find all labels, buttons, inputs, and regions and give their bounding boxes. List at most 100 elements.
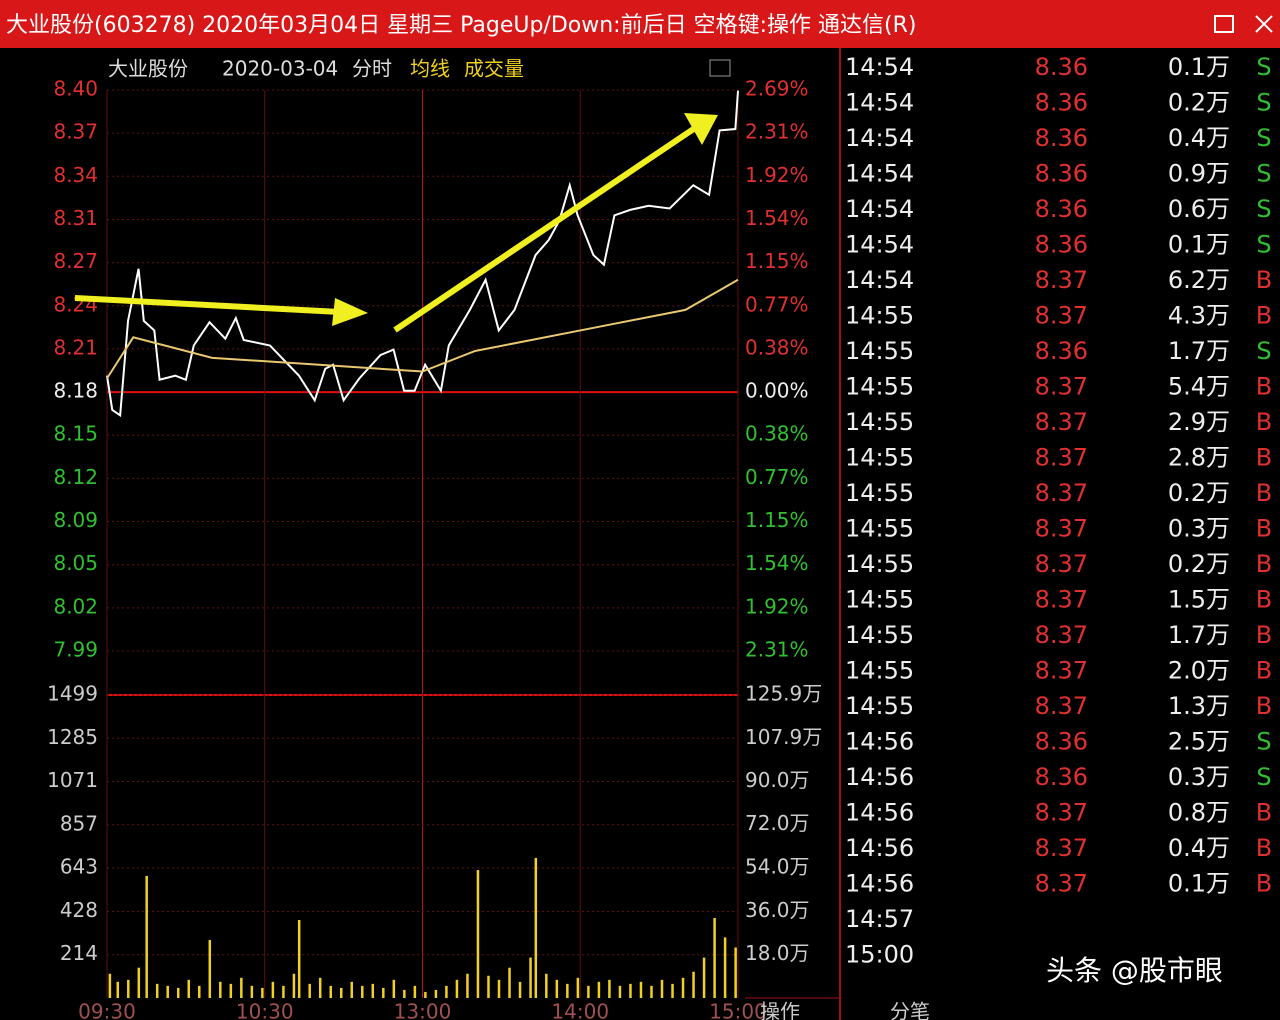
volume-bar bbox=[566, 983, 569, 998]
maximize-button[interactable] bbox=[1214, 15, 1234, 33]
volume-bar bbox=[137, 967, 141, 998]
window-title: 大业股份(603278) 2020年03月04日 星期三 PageUp/Down… bbox=[6, 13, 916, 38]
volume-bar bbox=[529, 957, 532, 998]
trade-time: 14:55 bbox=[845, 444, 914, 472]
volume-tick-label: 214 bbox=[60, 941, 98, 965]
trade-volume: 1.3万 bbox=[1168, 692, 1230, 720]
volume-bar bbox=[155, 983, 159, 998]
trade-volume: 0.1万 bbox=[1168, 870, 1230, 898]
volume-bar bbox=[587, 985, 590, 998]
volume-bar bbox=[198, 985, 201, 998]
trade-volume: 6.2万 bbox=[1168, 266, 1230, 294]
trade-time: 14:55 bbox=[845, 586, 914, 614]
trade-side: S bbox=[1256, 89, 1271, 117]
trade-side: B bbox=[1256, 834, 1272, 862]
x-tick-label: 15:00 bbox=[709, 1000, 767, 1020]
volume-y2-tick-label: 72.0万 bbox=[745, 811, 810, 835]
panel-toggle[interactable] bbox=[709, 59, 731, 77]
trade-side: B bbox=[1256, 870, 1272, 898]
y-tick-label: 8.02 bbox=[53, 594, 98, 618]
volume-bar bbox=[681, 977, 685, 998]
volume-bar bbox=[476, 870, 480, 998]
trade-side: S bbox=[1256, 231, 1271, 259]
volume-bar bbox=[308, 983, 311, 998]
trade-time: 14:55 bbox=[845, 408, 914, 436]
volume-bar bbox=[371, 983, 375, 998]
tab[interactable]: 操作 bbox=[760, 1000, 800, 1020]
trade-time: 14:54 bbox=[845, 195, 914, 223]
trade-time: 14:56 bbox=[845, 870, 914, 898]
trade-price: 8.36 bbox=[1035, 231, 1088, 259]
volume-tick-label: 1285 bbox=[47, 725, 98, 749]
trade-price: 8.37 bbox=[1035, 870, 1088, 898]
volume-bar bbox=[339, 987, 343, 998]
avg-label: 均线 bbox=[410, 57, 450, 81]
trade-price: 8.36 bbox=[1035, 195, 1088, 223]
volume-bar bbox=[229, 983, 233, 998]
trade-volume: 0.8万 bbox=[1168, 799, 1230, 827]
volume-bar bbox=[629, 983, 632, 998]
trade-price: 8.37 bbox=[1035, 373, 1088, 401]
trade-side: B bbox=[1256, 515, 1272, 543]
trade-time: 14:54 bbox=[845, 266, 914, 294]
y2-tick-label: 0.00% bbox=[745, 379, 809, 403]
trade-price: 8.37 bbox=[1035, 266, 1088, 294]
arrow-2-head bbox=[684, 113, 718, 145]
trade-time: 15:00 bbox=[845, 941, 914, 969]
y-tick-label: 8.40 bbox=[53, 77, 98, 101]
trade-time: 14:55 bbox=[845, 621, 914, 649]
y-tick-label: 8.37 bbox=[53, 120, 98, 144]
trade-time: 14:56 bbox=[845, 728, 914, 756]
trade-volume: 4.3万 bbox=[1168, 302, 1230, 330]
y-tick-label: 8.12 bbox=[53, 465, 98, 489]
trade-side: S bbox=[1256, 124, 1271, 152]
trade-price: 8.37 bbox=[1035, 444, 1088, 472]
trade-volume: 2.5万 bbox=[1168, 728, 1230, 756]
trade-time: 14:55 bbox=[845, 479, 914, 507]
volume-tick-label: 643 bbox=[60, 855, 98, 879]
y2-tick-label: 2.31% bbox=[745, 638, 809, 662]
price-line bbox=[106, 90, 739, 418]
volume-y2-tick-label: 90.0万 bbox=[745, 768, 810, 792]
trade-time: 14:55 bbox=[845, 515, 914, 543]
trade-side: B bbox=[1256, 657, 1272, 685]
trade-price: 8.37 bbox=[1035, 692, 1088, 720]
trade-side: B bbox=[1256, 444, 1272, 472]
trade-volume: 0.6万 bbox=[1168, 195, 1230, 223]
volume-bar bbox=[618, 985, 622, 998]
trade-price: 8.37 bbox=[1035, 799, 1088, 827]
y-tick-label: 8.09 bbox=[53, 508, 98, 532]
trade-volume: 2.9万 bbox=[1168, 408, 1230, 436]
close-button[interactable] bbox=[1255, 15, 1273, 33]
y2-tick-label: 1.54% bbox=[745, 206, 809, 230]
volume-tick-label: 428 bbox=[60, 898, 98, 922]
chart-date: 2020-03-04 bbox=[222, 57, 338, 81]
volume-bar bbox=[597, 981, 601, 998]
volume-y2-tick-label: 54.0万 bbox=[745, 855, 810, 879]
volume-bar bbox=[116, 981, 120, 998]
volume-bar bbox=[723, 937, 727, 998]
trade-price: 8.37 bbox=[1035, 657, 1088, 685]
trade-time: 14:54 bbox=[845, 89, 914, 117]
volume-bar bbox=[282, 985, 285, 998]
y2-tick-label: 1.92% bbox=[745, 163, 809, 187]
trade-time: 14:56 bbox=[845, 799, 914, 827]
trade-price: 8.37 bbox=[1035, 302, 1088, 330]
y2-tick-label: 0.38% bbox=[745, 422, 809, 446]
volume-tick-label: 1071 bbox=[47, 768, 98, 792]
volume-bar bbox=[608, 979, 611, 998]
tab[interactable]: 分笔 bbox=[890, 1000, 930, 1020]
trade-price: 8.36 bbox=[1035, 728, 1088, 756]
trade-side: B bbox=[1256, 550, 1272, 578]
volume-bar bbox=[555, 979, 559, 998]
volume-y2-tick-label: 18.0万 bbox=[745, 941, 810, 965]
y2-tick-label: 1.15% bbox=[745, 249, 809, 273]
trade-time: 14:57 bbox=[845, 905, 914, 933]
volume-bar bbox=[466, 973, 469, 998]
trade-side: B bbox=[1256, 302, 1272, 330]
watermark: 头条 @股市眼 bbox=[1046, 954, 1223, 987]
y-tick-label: 8.21 bbox=[53, 335, 98, 359]
trade-price: 8.36 bbox=[1035, 337, 1088, 365]
trade-price: 8.36 bbox=[1035, 160, 1088, 188]
trade-price: 8.36 bbox=[1035, 89, 1088, 117]
